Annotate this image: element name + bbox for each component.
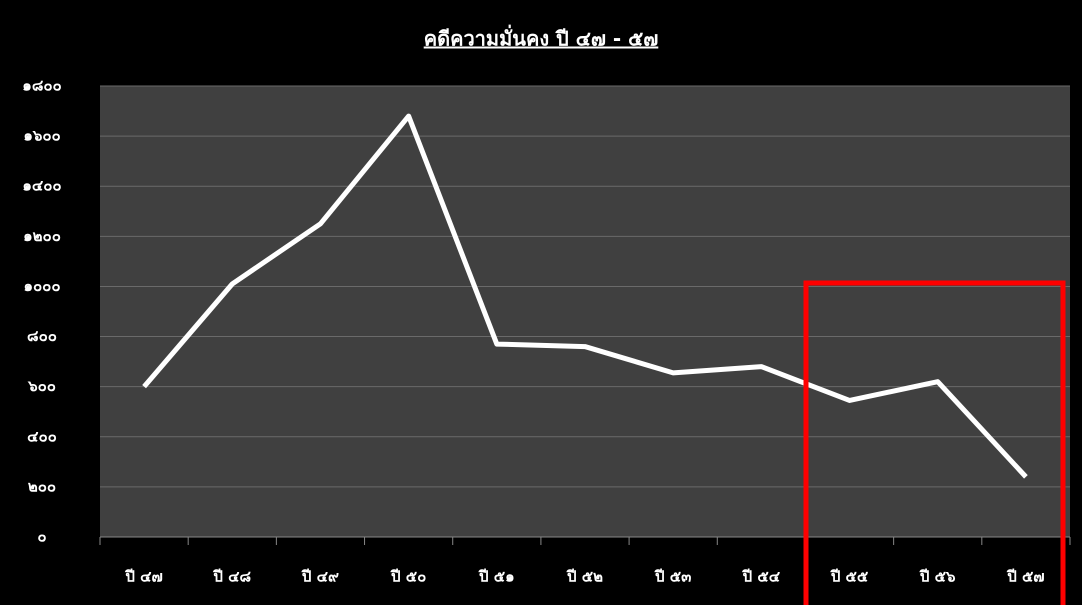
- x-tick-label: ปี ๔๙: [301, 568, 339, 586]
- y-tick-label: ๒๐๐: [28, 477, 56, 495]
- y-tick-label: ๑๖๐๐: [23, 127, 60, 145]
- x-tick-label: ปี ๕๓: [654, 568, 691, 586]
- x-tick-label: ปี ๔๗: [124, 568, 162, 586]
- x-tick-label: ปี ๕๖: [919, 568, 956, 586]
- x-tick-label: ปี ๕๕: [830, 568, 869, 586]
- highlight-box: [803, 280, 1066, 605]
- y-tick-label: ๐: [37, 528, 46, 546]
- plot-area: [100, 86, 1070, 537]
- x-tick-label: ปี ๕๗: [1006, 568, 1044, 586]
- y-tick-label: ๑๐๐๐: [24, 277, 61, 295]
- chart-title: คดีความมั่นคง ปี ๔๗ - ๕๗: [424, 24, 659, 51]
- x-tick-label: ปี ๕๐: [390, 568, 426, 586]
- x-tick-label: ปี ๔๘: [212, 568, 251, 586]
- line: [142, 113, 1028, 479]
- y-tick-label: ๑๔๐๐: [22, 177, 61, 195]
- x-tick-label: ปี ๕๑: [478, 568, 515, 586]
- y-tick-label: ๑๘๐๐: [22, 77, 61, 95]
- y-tick-label: ๘๐๐: [27, 327, 57, 345]
- y-tick-label: ๔๐๐: [27, 427, 57, 445]
- x-tick-label: ปี ๕๔: [742, 568, 781, 586]
- x-tick-label: ปี ๕๒: [566, 568, 603, 586]
- y-tick-label: ๑๒๐๐: [23, 227, 61, 245]
- y-tick-label: ๖๐๐: [27, 377, 56, 395]
